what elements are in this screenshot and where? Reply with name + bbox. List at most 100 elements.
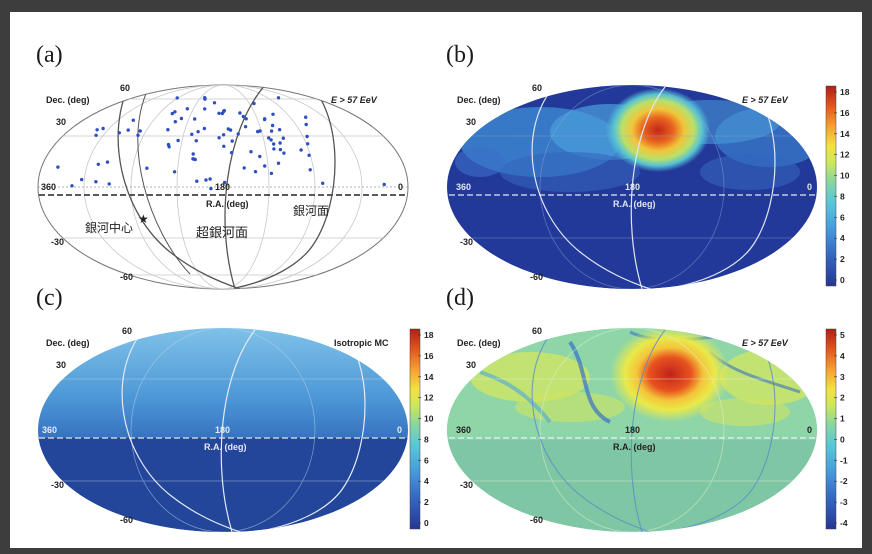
event-point	[105, 160, 110, 164]
event-point	[175, 96, 179, 100]
event-point	[196, 130, 200, 134]
dec-tick-d-minus60: -60	[530, 515, 543, 525]
colorbar-tick-label: 4	[840, 233, 845, 243]
ra-tick-b-0: 0	[807, 182, 812, 192]
event-point	[117, 131, 122, 135]
event-point	[282, 151, 286, 155]
event-point	[299, 148, 303, 152]
event-point	[241, 114, 245, 119]
colorbar-tick-label: 0	[840, 434, 845, 444]
dec-tick-c-minus30: -30	[51, 480, 64, 490]
panel-c: (c) Dec. (deg) Isotropic MC 60 30 -30 -6…	[36, 285, 434, 532]
event-point	[173, 120, 177, 124]
ra-axis-label-b: R.A. (deg)	[613, 199, 656, 209]
colorbar-tick-label: 0	[424, 518, 429, 528]
event-point	[203, 96, 207, 100]
event-point	[136, 133, 140, 137]
event-point	[80, 177, 84, 182]
colorbar-tick-label: 4	[840, 351, 845, 361]
colorbar-tick-label: 2	[840, 254, 845, 264]
event-point	[195, 179, 199, 183]
colorbar-tick-label: 5	[840, 330, 845, 340]
event-point	[306, 142, 310, 146]
dec-tick-d-minus30: -30	[460, 480, 473, 490]
ra-tick-c-360: 360	[42, 425, 57, 435]
event-point	[278, 147, 283, 152]
event-point	[56, 165, 60, 169]
event-point	[272, 142, 276, 146]
colorbar-tick-label: 18	[424, 330, 434, 340]
event-point	[96, 162, 101, 166]
colorbar-tick-label: 0	[840, 275, 845, 285]
colorbar-tick-label: -4	[840, 518, 848, 528]
event-point	[249, 150, 253, 154]
dec-axis-label-a: Dec. (deg)	[46, 95, 90, 105]
energy-label-d: E > 57 EeV	[742, 338, 789, 348]
energy-label-a: E > 57 EeV	[331, 95, 378, 105]
panel-label-b: (b)	[446, 42, 474, 68]
colorbar-tick-label: 10	[840, 171, 850, 181]
ra-tick-d-180: 180	[625, 425, 640, 435]
colorbar-tick-label: 1	[840, 414, 845, 424]
event-point	[209, 186, 213, 191]
event-point	[271, 112, 275, 117]
event-point	[212, 101, 217, 105]
event-point	[269, 171, 274, 176]
galactic-center-marker: ★	[138, 212, 149, 226]
event-point	[193, 117, 197, 121]
event-point	[190, 132, 194, 136]
event-point	[258, 154, 262, 159]
event-point	[204, 178, 208, 182]
event-point	[304, 115, 308, 119]
event-point	[191, 152, 195, 156]
event-point	[269, 129, 274, 133]
colorbar-tick-label: 2	[840, 393, 845, 403]
panel-d: (d) Dec. (deg) E > 57 EeV 6	[446, 285, 848, 532]
colorbar-ticks-c: 18 16 14 12 10 8 6 4 2 0	[418, 330, 434, 528]
event-point	[281, 136, 285, 140]
event-point	[202, 126, 207, 131]
panel-label-a: (a)	[36, 42, 63, 68]
dec-tick-d-30: 30	[466, 360, 476, 370]
panel-label-d: (d)	[446, 285, 474, 311]
event-point	[278, 141, 282, 145]
colorbar-tick-label: 8	[840, 191, 845, 201]
event-point	[126, 128, 130, 132]
event-point	[238, 111, 242, 115]
ra-tick-d-0: 0	[807, 425, 812, 435]
dec-tick-b-minus60: -60	[530, 272, 543, 282]
event-point	[321, 181, 325, 185]
event-point	[258, 129, 262, 133]
ra-axis-label-d: R.A. (deg)	[613, 442, 656, 452]
ra-tick-c-0: 0	[397, 425, 402, 435]
colorbar-tick-label: 14	[840, 129, 850, 139]
colorbar-tick-label: 2	[424, 497, 429, 507]
ra-tick-d-360: 360	[456, 425, 471, 435]
event-point	[208, 177, 212, 181]
event-point	[226, 127, 230, 131]
ra-axis-label-a: R.A. (deg)	[206, 199, 249, 209]
dec-axis-label-c: Dec. (deg)	[46, 338, 90, 348]
event-point	[167, 145, 171, 149]
dec-tick-c-minus60: -60	[120, 515, 133, 525]
event-point	[236, 132, 240, 136]
event-point	[166, 128, 170, 132]
colorbar-d	[825, 328, 837, 530]
event-point	[191, 157, 195, 161]
event-point	[220, 111, 224, 116]
ra-axis-label-c: R.A. (deg)	[204, 442, 247, 452]
event-point	[305, 134, 309, 139]
event-point	[252, 101, 256, 106]
event-point	[217, 111, 221, 116]
event-point	[272, 147, 276, 151]
event-point	[217, 136, 221, 140]
energy-label-c: Isotropic MC	[334, 338, 389, 348]
ra-tick-a-180: 180	[215, 182, 230, 192]
dec-tick-c-60: 60	[122, 326, 132, 336]
event-point	[107, 182, 111, 186]
event-point	[308, 168, 312, 172]
event-point	[270, 123, 275, 128]
event-point	[170, 111, 174, 116]
dec-tick-b-60: 60	[532, 83, 542, 93]
colorbar-tick-label: 14	[424, 372, 434, 382]
